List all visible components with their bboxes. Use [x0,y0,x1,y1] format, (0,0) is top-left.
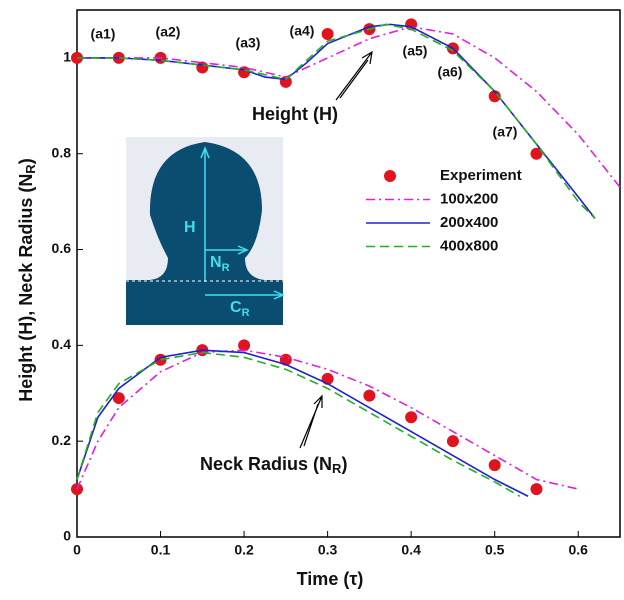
x-axis-title: Time (τ) [297,569,364,589]
experiment-point [363,389,376,402]
legend-label: Experiment [440,167,522,184]
y-axis-title-main: Height (H), Neck Radius (N [16,174,36,402]
annotation: (a7) [493,124,518,140]
annotation: (a5) [403,43,428,59]
arrows [299,50,373,449]
experiment-point [530,147,543,160]
experiment-point [196,61,209,74]
legend-marker [384,170,396,182]
annotation-arrow [335,50,373,101]
inset-label: NR [210,254,230,274]
experiment-point [238,339,251,352]
legend-label: 200x400 [440,214,498,231]
experiment-point [405,411,418,424]
y-axis-title-sub: R [23,164,38,174]
y-tick-label: 0.6 [52,240,72,256]
inset-label-main: C [230,299,242,316]
arrow-head [237,245,249,255]
y-tick-label: 0 [63,528,71,544]
inset-label: CR [230,299,250,319]
annotation: (a4) [290,23,315,39]
arrow-head [200,145,210,159]
simulation-line [76,349,529,497]
inset-label-sub: R [222,262,230,274]
inset-label-sub: R [242,307,250,319]
x-tick-label: 0.6 [568,542,588,558]
x-tick-label: 0 [73,542,81,558]
x-tick-label: 0.1 [151,542,171,558]
plot-frame [76,9,621,538]
annotation: (a6) [438,64,463,80]
experiment-point [321,27,334,40]
annotation: Height (H) [252,104,338,124]
arrow-head [273,290,285,300]
y-axis-title-tail: ) [16,158,36,164]
y-tick-label: 1 [63,49,71,65]
experiment-point [530,483,543,496]
y-tick-label: 0.8 [52,144,72,160]
legend-label: 100x200 [440,190,498,207]
y-tick-label: 0.2 [52,432,72,448]
x-tick-label: 0.3 [318,542,338,558]
legend-label: 400x800 [440,237,498,254]
annotation-arrow [299,394,323,449]
y-axis-title: Height (H), Neck Radius (NR) [16,158,39,401]
simulation-line [76,349,579,490]
simulation-line [77,23,596,219]
annotation: (a2) [156,24,181,40]
experiment-point [112,392,125,405]
inset-label: H [184,219,196,236]
annotation: (a1) [91,26,116,42]
annotation: Neck Radius (NR) [200,454,347,477]
simulation-line [77,25,621,188]
inset-label-main: N [210,254,222,271]
experiment-point [488,90,501,103]
x-tick-label: 0.4 [401,542,421,558]
y-tick-label: 0.4 [52,336,72,352]
x-tick-label: 0.2 [234,542,254,558]
simulation-line [76,351,521,497]
annotation-main: Neck Radius (N [200,454,332,474]
inset: H NR CR [126,137,285,325]
annotation-sub: R [332,461,342,476]
annotation: (a3) [236,35,261,51]
annotation-tail: ) [341,454,347,474]
experiment-point [488,459,501,472]
x-tick-label: 0.5 [485,542,505,558]
experiment-point [446,435,459,448]
